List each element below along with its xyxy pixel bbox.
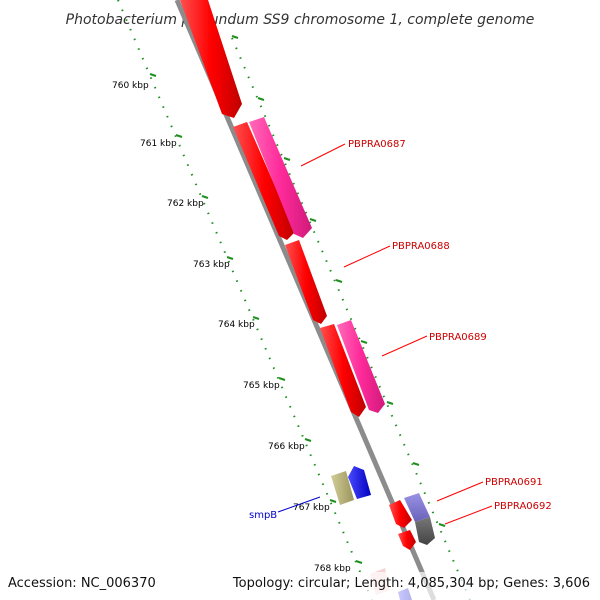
gene-label[interactable]: PBPRA0689 [429, 332, 487, 343]
inner-major-tick [149, 73, 157, 77]
footer-background [0, 572, 600, 600]
cds-arrow [285, 240, 327, 324]
tick-label: 766 kbp [268, 442, 305, 452]
gene-label[interactable]: PBPRA0687 [348, 139, 406, 150]
outer-major-tick [438, 523, 446, 527]
tick-label: 761 kbp [140, 139, 177, 149]
blue-gene [348, 466, 371, 499]
leader-lines [277, 143, 493, 525]
outer-major-tick [283, 157, 291, 161]
inner-major-tick [201, 195, 209, 199]
tick-labels: 760 kbp 761 kbp 762 kbp 763 kbp 764 kbp … [112, 81, 351, 574]
outer-major-tick [231, 35, 239, 39]
outer-major-tick [386, 401, 394, 405]
outer-major-tick [309, 218, 317, 222]
inner-major-tick [304, 438, 312, 442]
outer-major-tick [257, 97, 265, 101]
map-title: Photobacterium profundum SS9 chromosome … [66, 12, 535, 28]
inner-major-tick [329, 499, 337, 503]
cds-arrow [180, 0, 242, 118]
inner-ruler [117, 0, 373, 600]
gene-arrow [249, 117, 312, 238]
tick-label: 767 kbp [293, 503, 330, 513]
tick-label: 764 kbp [218, 320, 255, 330]
gene-label[interactable]: PBPRA0692 [494, 501, 552, 512]
tick-label: 765 kbp [243, 381, 280, 391]
tick-label: 762 kbp [167, 199, 204, 209]
cds-track[interactable] [180, 0, 416, 550]
outer-major-tick [412, 462, 420, 466]
gene-label[interactable]: PBPRA0691 [485, 477, 543, 488]
inner-major-tick [226, 256, 234, 260]
outer-ruler [231, 35, 471, 600]
gene-arrow [415, 517, 435, 545]
tick-label: 763 kbp [193, 260, 230, 270]
gene-track[interactable] [249, 117, 435, 545]
inner-major-tick [175, 134, 183, 138]
inner-major-tick [252, 316, 260, 320]
cds-arrow [389, 500, 412, 528]
gene-arrow [404, 493, 430, 522]
gene-arrow [337, 320, 385, 413]
gene-label[interactable]: PBPRA0688 [392, 241, 450, 252]
gene-labels: PBPRA0687 PBPRA0688 PBPRA0689 PBPRA0691 … [249, 139, 552, 521]
cds-arrow [398, 530, 416, 550]
cds-arrow [320, 324, 366, 417]
tick-label: 768 kbp [314, 564, 351, 574]
genome-summary-text: Topology: circular; Length: 4,085,304 bp… [232, 576, 590, 591]
outer-major-tick [335, 279, 343, 283]
inner-major-tick [278, 377, 286, 381]
accession-text: Accession: NC_006370 [8, 576, 156, 591]
tick-label: 760 kbp [112, 81, 149, 91]
outer-major-tick [360, 340, 368, 344]
inner-major-tick [355, 560, 363, 564]
gene-label[interactable]: smpB [249, 510, 277, 521]
smpb-gene [331, 471, 354, 505]
cds-arrow [233, 122, 295, 240]
